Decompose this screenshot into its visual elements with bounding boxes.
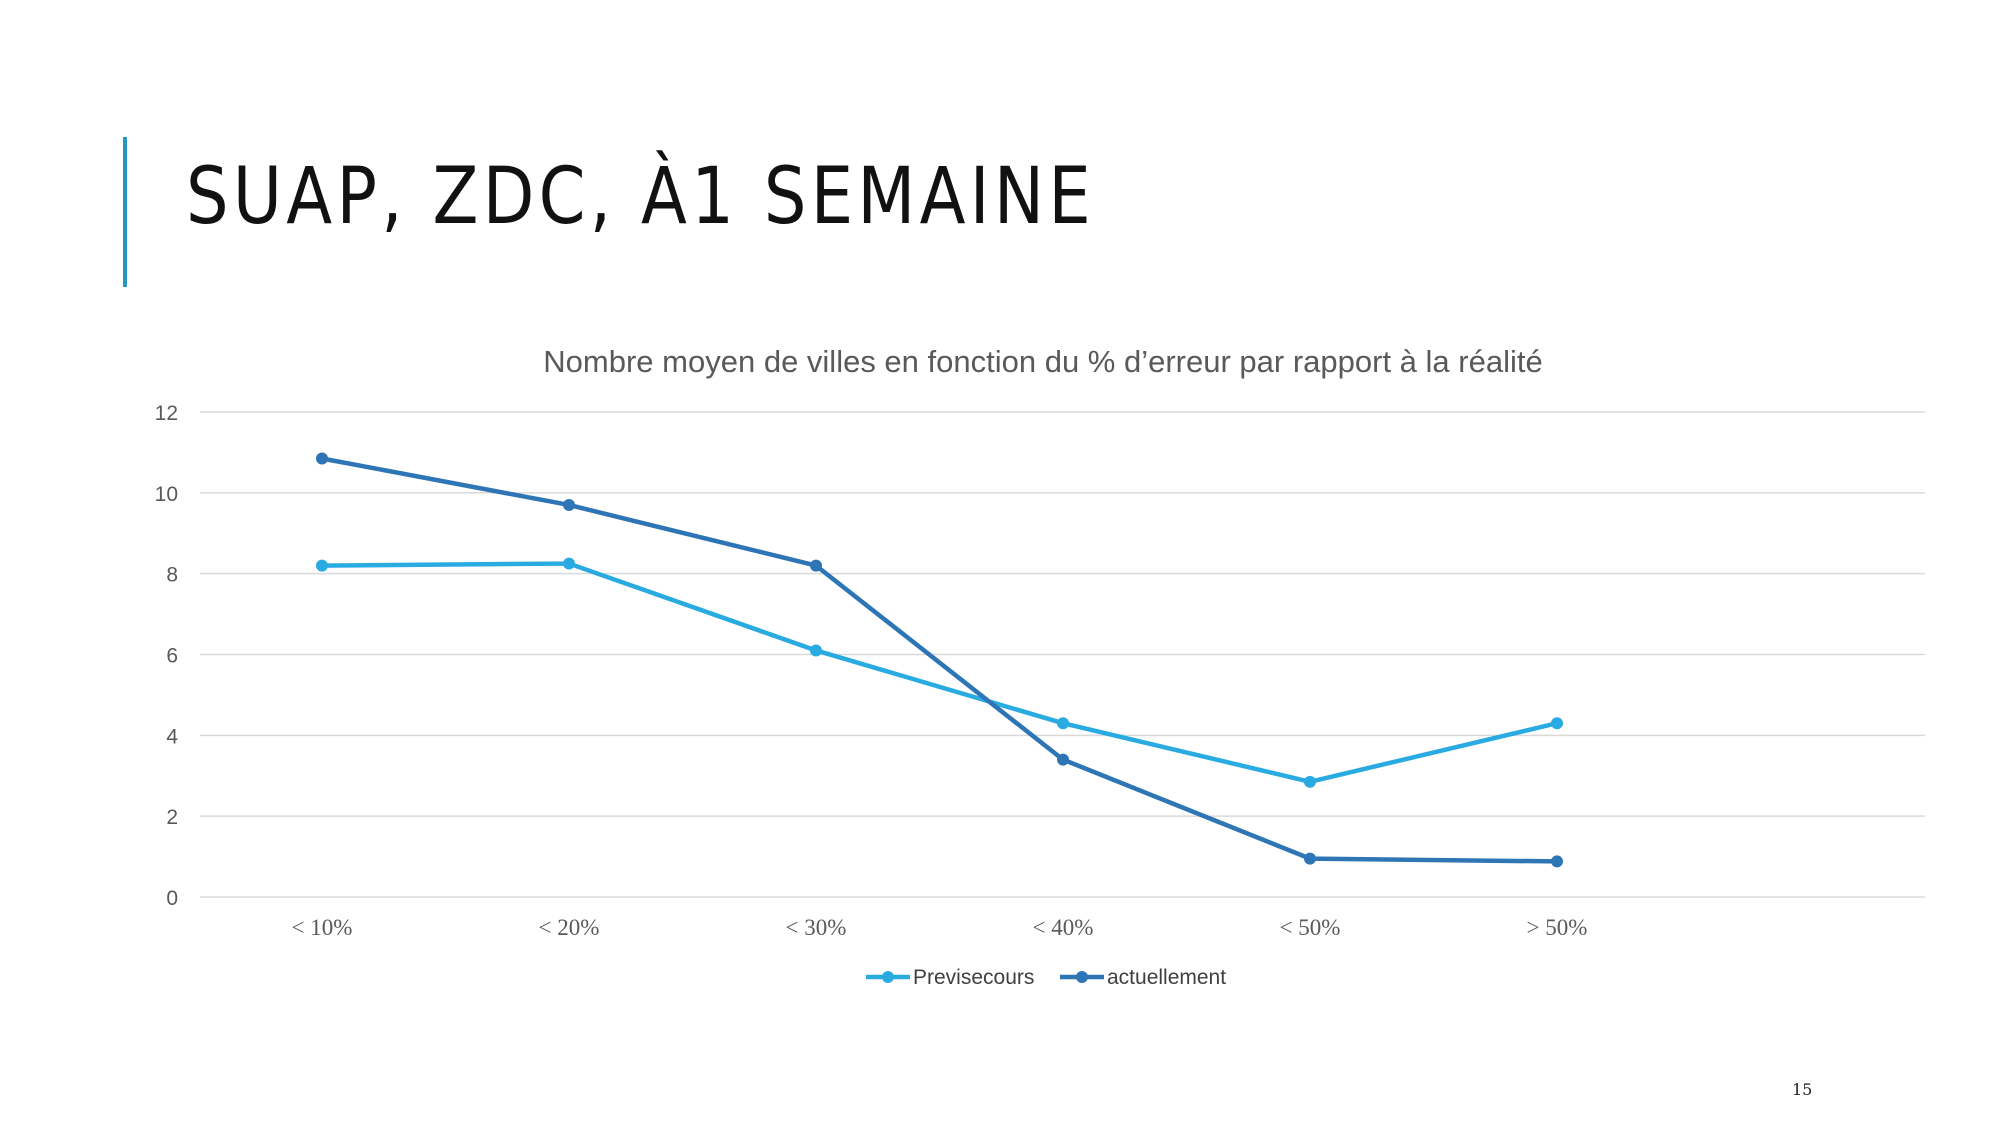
data-point: [1304, 775, 1316, 788]
legend-label: actuellement: [1107, 966, 1226, 989]
gridlines: [200, 411, 1925, 898]
series-line: [319, 456, 1560, 864]
data-point: [316, 559, 328, 572]
data-point: [1551, 855, 1563, 868]
data-point: [1551, 717, 1563, 730]
y-tick-label: 6: [166, 645, 178, 668]
chart-title: Nombre moyen de villes en fonction du % …: [543, 344, 1542, 379]
legend-item: actuellement: [1060, 966, 1226, 989]
series-line: [319, 561, 1560, 785]
x-axis-ticks: < 10% < 20% < 30% < 40% < 50% > 50%: [292, 915, 1588, 940]
data-point: [810, 644, 822, 657]
x-tick-label: < 50%: [1280, 915, 1341, 940]
series-layer: [316, 452, 1563, 868]
x-tick-label: > 50%: [1527, 915, 1588, 940]
legend-swatch-marker: [1076, 971, 1088, 983]
y-tick-label: 12: [155, 402, 178, 425]
slide-title: SUAP, ZDC, À1 SEMAINE: [186, 152, 1096, 242]
title-accent-bar: [123, 137, 127, 287]
legend-item: Previsecours: [866, 966, 1034, 989]
legend-swatch-marker: [882, 971, 894, 983]
data-point: [810, 559, 822, 572]
y-tick-label: 10: [155, 483, 178, 506]
y-tick-label: 4: [166, 725, 178, 748]
series-previsecours: [316, 557, 1563, 788]
x-tick-label: < 20%: [539, 915, 600, 940]
data-point: [563, 498, 575, 511]
y-tick-label: 2: [166, 806, 178, 829]
x-tick-label: < 30%: [786, 915, 847, 940]
x-tick-label: < 10%: [292, 915, 353, 940]
data-point: [563, 557, 575, 570]
y-tick-label: 8: [166, 564, 178, 587]
legend: Previsecours actuellement: [866, 966, 1226, 989]
data-point: [1304, 852, 1316, 865]
data-point: [316, 452, 328, 465]
page-number: 15: [1792, 1080, 1813, 1099]
y-axis-ticks: 0 2 4 6 8 10 12: [155, 402, 179, 910]
data-point: [1057, 717, 1069, 730]
legend-label: Previsecours: [913, 966, 1034, 989]
data-point: [1057, 753, 1069, 766]
series-actuellement: [316, 452, 1563, 868]
y-tick-label: 0: [166, 887, 178, 910]
x-tick-label: < 40%: [1033, 915, 1094, 940]
